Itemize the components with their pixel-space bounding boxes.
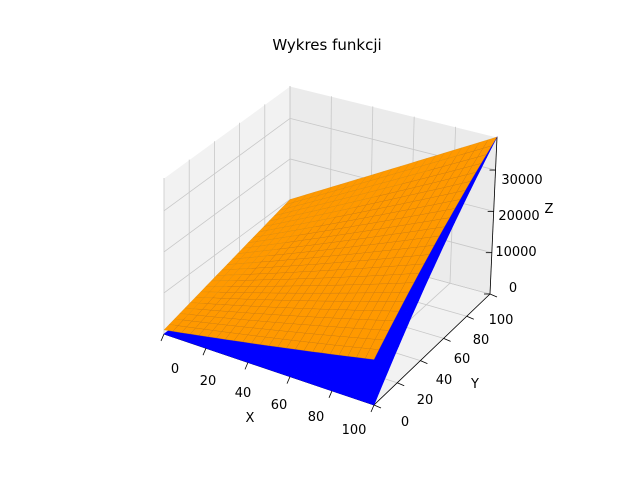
y-tick-label: 80 <box>473 333 490 348</box>
tick-marks <box>160 169 498 413</box>
surface-series-1 <box>163 136 498 360</box>
y-axis-line <box>373 293 491 406</box>
x-tick-mark <box>160 333 165 342</box>
x-tick-label: 20 <box>200 374 217 389</box>
x-tick-label: 100 <box>342 423 367 438</box>
gridline-z-left <box>163 118 291 212</box>
z-tick-labels: 0 10000 20000 30000 <box>495 173 542 296</box>
x-tick-label: 0 <box>171 362 179 377</box>
y-tick-label: 20 <box>417 393 434 408</box>
gridline-z-left <box>163 158 291 253</box>
x-tick-mark <box>202 348 207 356</box>
x-tick-label: 60 <box>271 398 288 413</box>
y-tick-mark <box>443 338 451 342</box>
x-tick-label: 40 <box>235 386 252 401</box>
y-axis-label: Y <box>470 377 479 392</box>
x-tick-label: 80 <box>308 410 325 425</box>
y-tick-label: 100 <box>489 313 514 328</box>
x-tick-mark <box>328 390 333 398</box>
y-tick-label: 0 <box>401 415 409 430</box>
y-tick-mark <box>397 382 405 387</box>
y-tick-mark <box>489 293 498 298</box>
y-tick-labels: 0 20 40 60 80 100 <box>401 313 514 430</box>
x-tick-mark <box>370 404 375 413</box>
surfaces <box>163 136 498 406</box>
surface-cell <box>364 390 380 406</box>
x-tick-mark <box>286 376 291 384</box>
y-tick-mark <box>466 315 474 320</box>
y-tick-label: 40 <box>436 373 453 388</box>
x-tick-mark <box>244 362 249 370</box>
y-tick-mark <box>420 360 428 364</box>
z-tick-label: 0 <box>509 281 517 296</box>
gridline-z-left <box>163 199 291 294</box>
surface-cell <box>365 348 380 360</box>
z-axis-label: Z <box>545 202 554 217</box>
z-tick-label: 20000 <box>498 209 539 224</box>
z-axis-line <box>489 136 498 295</box>
y-tick-label: 60 <box>454 352 471 367</box>
z-tick-label: 30000 <box>501 173 542 188</box>
chart-title: Wykres funkcji <box>272 36 381 54</box>
x-tick-labels: 0 20 40 60 80 100 <box>171 362 367 438</box>
x-axis-label: X <box>246 411 255 426</box>
y-tick-mark <box>373 404 382 409</box>
z-tick-label: 10000 <box>495 245 536 260</box>
